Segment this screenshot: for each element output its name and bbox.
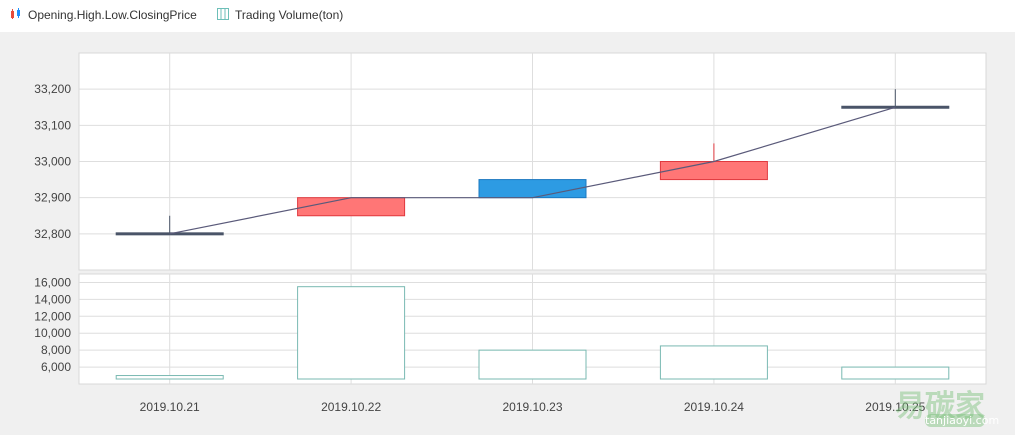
legend-item-price[interactable]: Opening.High.Low.ClosingPrice <box>10 8 197 22</box>
volume-bar-icon <box>217 8 229 21</box>
x-axis-date-label: 2019.10.24 <box>684 400 744 414</box>
price-y-tick-label: 32,800 <box>34 227 71 241</box>
candle-body[interactable] <box>478 179 587 199</box>
chart-area: 32,800 32,900 33,000 33,100 33,200 6,000 8,000… <box>0 32 1015 435</box>
price-y-tick-label: 32,900 <box>34 191 71 205</box>
price-y-tick-label: 33,200 <box>34 82 71 96</box>
candle-body[interactable] <box>659 161 768 181</box>
volume-bar[interactable] <box>478 349 587 380</box>
candlestick-icon <box>10 8 22 21</box>
price-y-tick-label: 33,000 <box>34 155 71 169</box>
chart-legend: Opening.High.Low.ClosingPrice Trading Vo… <box>0 0 1015 32</box>
close-price-line <box>169 106 896 235</box>
x-axis-date-label: 2019.10.23 <box>502 400 562 414</box>
volume-bar[interactable] <box>659 345 768 380</box>
price-y-tick-label: 33,100 <box>34 118 71 132</box>
price-volume-chart[interactable]: 32,800 32,900 33,000 33,100 33,200 6,000 8,000… <box>0 32 1015 435</box>
legend-label-volume: Trading Volume(ton) <box>235 8 344 22</box>
legend-label-price: Opening.High.Low.ClosingPrice <box>28 8 197 22</box>
volume-y-tick-label: 14,000 <box>34 292 71 306</box>
volume-y-tick-label: 10,000 <box>34 326 71 340</box>
volume-y-tick-label: 16,000 <box>34 275 71 289</box>
candle-body[interactable] <box>297 197 406 217</box>
x-axis-date-label: 2019.10.25 <box>865 400 925 414</box>
volume-y-tick-label: 8,000 <box>41 343 71 357</box>
x-axis-date-label: 2019.10.21 <box>140 400 200 414</box>
x-axis-date-label: 2019.10.22 <box>321 400 381 414</box>
volume-bar[interactable] <box>115 375 224 380</box>
volume-y-tick-label: 6,000 <box>41 360 71 374</box>
legend-item-volume[interactable]: Trading Volume(ton) <box>217 8 343 22</box>
volume-y-tick-label: 12,000 <box>34 309 71 323</box>
volume-bar[interactable] <box>297 286 406 380</box>
volume-bar[interactable] <box>841 366 950 380</box>
